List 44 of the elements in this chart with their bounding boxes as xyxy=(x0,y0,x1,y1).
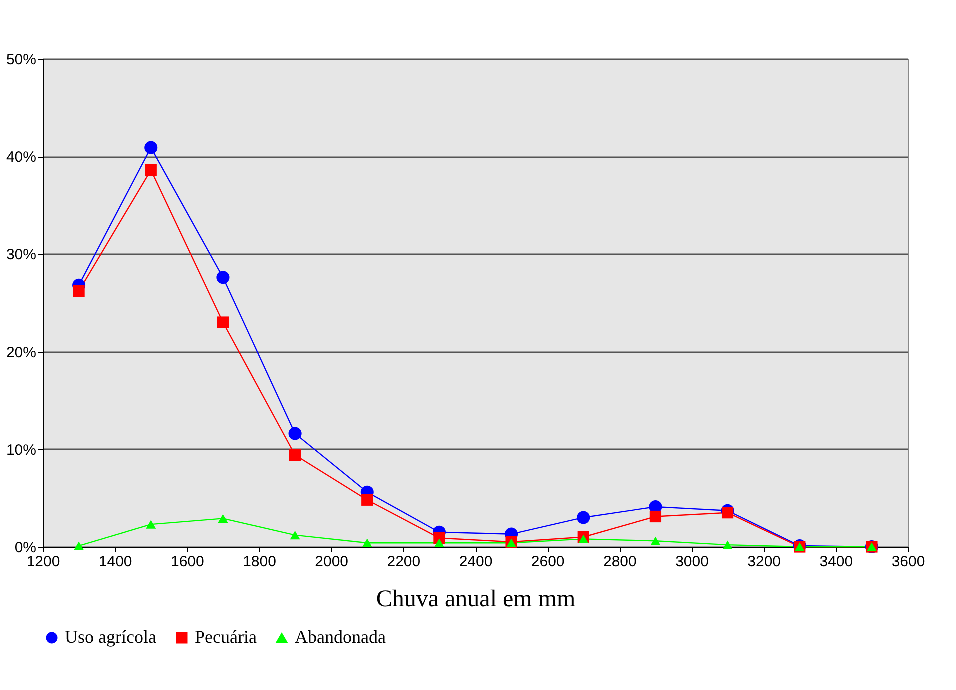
point xyxy=(146,520,156,529)
point xyxy=(74,542,84,550)
point xyxy=(650,536,661,546)
y-tick-label: 30% xyxy=(6,246,36,264)
point xyxy=(577,511,590,524)
y-tick-label: 20% xyxy=(6,344,36,362)
point xyxy=(288,427,302,440)
point xyxy=(434,538,444,548)
x-tick-label: 2000 xyxy=(315,554,349,570)
x-tick-label: 2800 xyxy=(603,554,637,570)
point xyxy=(578,534,589,544)
y-tick-label: 10% xyxy=(6,442,36,459)
x-tick-label: 3000 xyxy=(676,554,709,570)
point xyxy=(506,538,517,548)
legend-label: Abandonada xyxy=(295,627,386,647)
y-tick-label: 50% xyxy=(6,52,36,68)
x-tick-label: 2600 xyxy=(531,554,565,570)
y-tick-label: 40% xyxy=(6,149,36,166)
point xyxy=(722,540,733,550)
x-tick-label: 3400 xyxy=(820,554,854,570)
point xyxy=(218,514,228,524)
point xyxy=(289,449,302,462)
x-tick-label: 2400 xyxy=(459,554,493,570)
legend-label: Uso agrícola xyxy=(65,627,156,647)
point xyxy=(216,271,230,284)
x-tick-label: 1800 xyxy=(243,554,276,570)
point xyxy=(145,164,157,176)
point xyxy=(217,316,230,328)
point xyxy=(144,141,158,154)
point xyxy=(362,538,372,548)
point xyxy=(73,285,85,298)
x-tick-label: 2200 xyxy=(387,554,421,570)
point xyxy=(650,510,662,523)
point xyxy=(290,530,300,540)
x-tick-label: 3600 xyxy=(892,554,926,570)
x-tick-label: 1600 xyxy=(170,554,204,570)
x-tick-label: 3200 xyxy=(748,554,782,570)
y-tick-label: 0% xyxy=(14,540,36,556)
legend-label: Pecuária xyxy=(195,627,257,647)
x-tick-label: 1200 xyxy=(26,554,60,570)
point xyxy=(362,494,374,506)
x-axis-title: Chuva anual em mm xyxy=(376,586,576,612)
point xyxy=(722,507,734,519)
x-tick-label: 1400 xyxy=(98,554,132,570)
